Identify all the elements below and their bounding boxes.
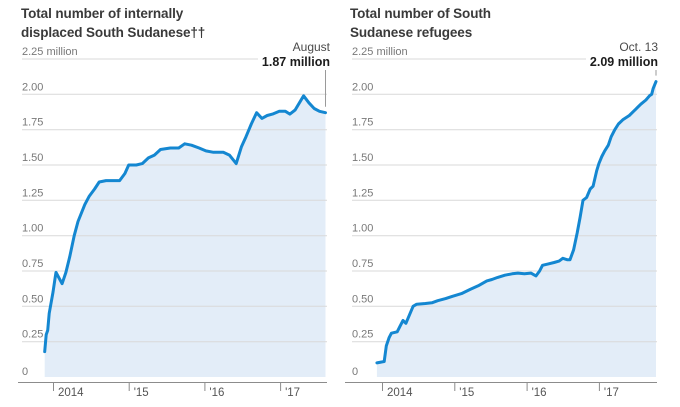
y-tick-label: 1.25: [352, 187, 373, 199]
y-tick-label: 1.75: [352, 117, 373, 129]
area-fill: [44, 95, 326, 378]
end-annotation: Oct. 13 2.09 million: [585, 40, 658, 69]
y-tick-label: 1.50: [352, 152, 373, 164]
chart-title-line1: Total number of internally: [21, 6, 184, 21]
x-tick-label: '16: [532, 387, 547, 399]
y-tick-label: 2.25 million: [22, 46, 78, 58]
x-tick-label: '15: [134, 387, 149, 399]
y-tick-label: 2.00: [352, 81, 373, 93]
y-tick-label: 0.75: [352, 258, 373, 270]
y-tick-label: 1.25: [22, 187, 43, 199]
x-tick-label: '16: [209, 387, 224, 399]
annotation-date: Oct. 13: [619, 40, 658, 54]
annotation-value: 1.87 million: [261, 55, 330, 69]
y-tick-label: 1.00: [352, 223, 373, 235]
chart-title: Total number of South Sudanese refugees: [350, 4, 491, 42]
y-tick-label: 0.50: [22, 293, 43, 305]
chart-refugees: Total number of South Sudanese refugees …: [340, 0, 680, 407]
chart-title-line2: displaced South Sudanese††: [21, 25, 206, 40]
x-tick-label: 2014: [58, 387, 84, 399]
chart-internally-displaced: Total number of internally displaced Sou…: [18, 4, 330, 399]
y-tick-label: 2.25 million: [352, 46, 408, 58]
y-tick-label: 0.50: [352, 293, 373, 305]
end-annotation: August 1.87 million: [257, 40, 330, 69]
x-tick-label: '17: [285, 387, 300, 399]
annotation-date: August: [292, 40, 330, 54]
data-line: [43, 94, 327, 354]
x-tick-label: '17: [604, 387, 619, 399]
y-tick-label: 0.25: [352, 329, 373, 341]
x-tick-label: '15: [459, 387, 474, 399]
y-zero-label: 0: [22, 366, 28, 378]
annotation-value: 2.09 million: [589, 55, 658, 69]
chart-title-line2: Sudanese refugees: [350, 25, 473, 40]
y-zero-label: 0: [352, 366, 358, 378]
chart-title: Total number of internally displaced Sou…: [21, 4, 205, 42]
chart-title-line1: Total number of South: [350, 6, 491, 21]
y-tick-label: 0.25: [22, 329, 43, 341]
area-fill: [376, 81, 656, 377]
y-tick-label: 1.50: [22, 152, 43, 164]
y-tick-label: 2.00: [22, 81, 43, 93]
area-chart-svg: 2.25 million 2.00 1.75 1.50 1.25 1.00 0.75 0.50…: [18, 46, 327, 399]
y-tick-label: 1.75: [22, 117, 43, 129]
data-line: [375, 80, 658, 365]
y-tick-label: 1.00: [22, 223, 43, 235]
x-tick-label: 2014: [387, 387, 413, 399]
y-tick-label: 0.75: [22, 258, 43, 270]
